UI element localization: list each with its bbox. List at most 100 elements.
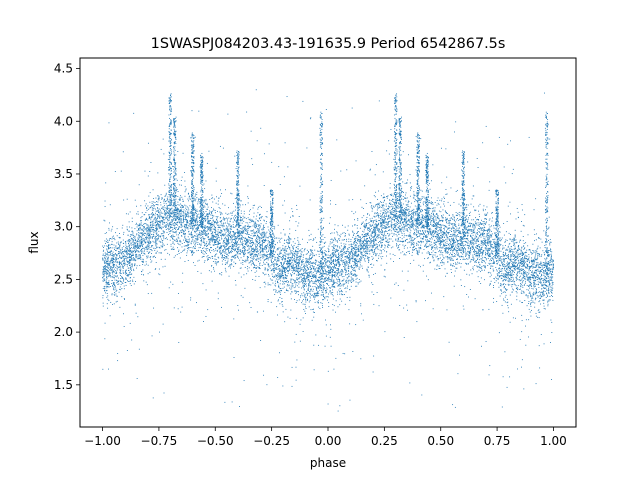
data-point	[485, 240, 486, 242]
data-point	[542, 271, 544, 273]
data-point	[511, 266, 513, 268]
data-point	[342, 256, 343, 258]
data-point	[420, 218, 422, 220]
data-point	[313, 281, 315, 283]
data-point	[372, 222, 374, 224]
data-point	[133, 247, 135, 249]
data-point	[476, 158, 478, 159]
data-point	[199, 206, 201, 208]
data-point	[178, 213, 180, 215]
data-point	[237, 207, 239, 209]
data-point	[437, 236, 439, 238]
data-point	[464, 207, 466, 209]
data-point	[242, 244, 244, 246]
data-point	[304, 285, 306, 287]
data-point	[465, 253, 467, 255]
data-point	[519, 239, 521, 241]
data-point	[315, 262, 317, 263]
data-point	[459, 248, 461, 250]
data-point	[221, 274, 223, 276]
data-point	[330, 257, 332, 259]
data-point	[335, 245, 337, 247]
data-point	[546, 268, 548, 270]
data-point	[368, 261, 370, 263]
data-point	[339, 278, 341, 280]
data-point	[228, 232, 230, 234]
data-point	[415, 220, 417, 221]
data-point	[386, 227, 388, 229]
data-point	[247, 233, 249, 235]
data-point	[413, 228, 414, 230]
data-point	[104, 220, 106, 222]
data-point	[283, 254, 285, 256]
data-point	[267, 243, 268, 245]
data-point	[211, 224, 213, 225]
data-point	[379, 213, 381, 215]
data-point	[178, 253, 180, 254]
data-point	[460, 249, 462, 251]
data-point	[225, 249, 227, 251]
data-point	[425, 209, 427, 211]
data-point	[472, 241, 474, 243]
data-point	[125, 248, 127, 250]
data-point	[309, 199, 311, 201]
data-point	[442, 255, 444, 257]
data-point	[380, 236, 382, 238]
data-point	[340, 242, 342, 244]
data-point	[113, 255, 115, 257]
data-point	[103, 259, 105, 261]
data-point	[327, 260, 329, 262]
data-point	[180, 235, 182, 237]
data-point	[278, 265, 279, 267]
data-point	[511, 266, 513, 268]
data-point	[189, 215, 191, 217]
data-point	[215, 242, 217, 244]
data-point	[147, 253, 149, 254]
data-point	[545, 264, 547, 266]
data-point	[503, 287, 505, 289]
data-point	[143, 249, 145, 251]
data-point	[334, 263, 336, 265]
data-point	[254, 271, 256, 273]
data-point	[157, 172, 159, 174]
data-point	[107, 270, 109, 272]
data-point	[399, 223, 401, 224]
data-point	[214, 236, 216, 238]
data-point	[275, 251, 276, 253]
data-point	[522, 261, 524, 263]
data-point	[499, 289, 501, 291]
data-point	[255, 267, 257, 269]
data-point	[274, 238, 276, 240]
data-point	[439, 237, 441, 239]
data-point	[450, 219, 451, 221]
data-point	[291, 274, 293, 276]
data-point	[296, 209, 298, 210]
data-point	[383, 210, 385, 212]
data-point	[343, 246, 345, 247]
data-point	[191, 233, 192, 235]
data-point	[381, 227, 383, 229]
data-point	[531, 272, 533, 274]
data-point	[356, 261, 358, 263]
data-point	[378, 190, 379, 192]
data-point	[117, 262, 119, 264]
data-point	[333, 281, 335, 283]
data-point	[144, 242, 146, 244]
data-point	[467, 204, 469, 206]
data-point	[361, 252, 363, 254]
data-point	[292, 215, 294, 216]
data-point	[456, 247, 458, 249]
data-point	[328, 266, 330, 268]
data-point	[263, 253, 265, 255]
data-point	[256, 259, 258, 261]
data-point	[290, 250, 292, 252]
data-point	[186, 218, 187, 220]
data-point	[382, 218, 384, 220]
data-point	[153, 229, 155, 231]
data-point	[552, 282, 554, 284]
data-point	[272, 275, 274, 277]
data-point	[428, 245, 430, 247]
data-point	[197, 228, 199, 230]
data-point	[139, 255, 141, 257]
data-point	[298, 272, 300, 274]
